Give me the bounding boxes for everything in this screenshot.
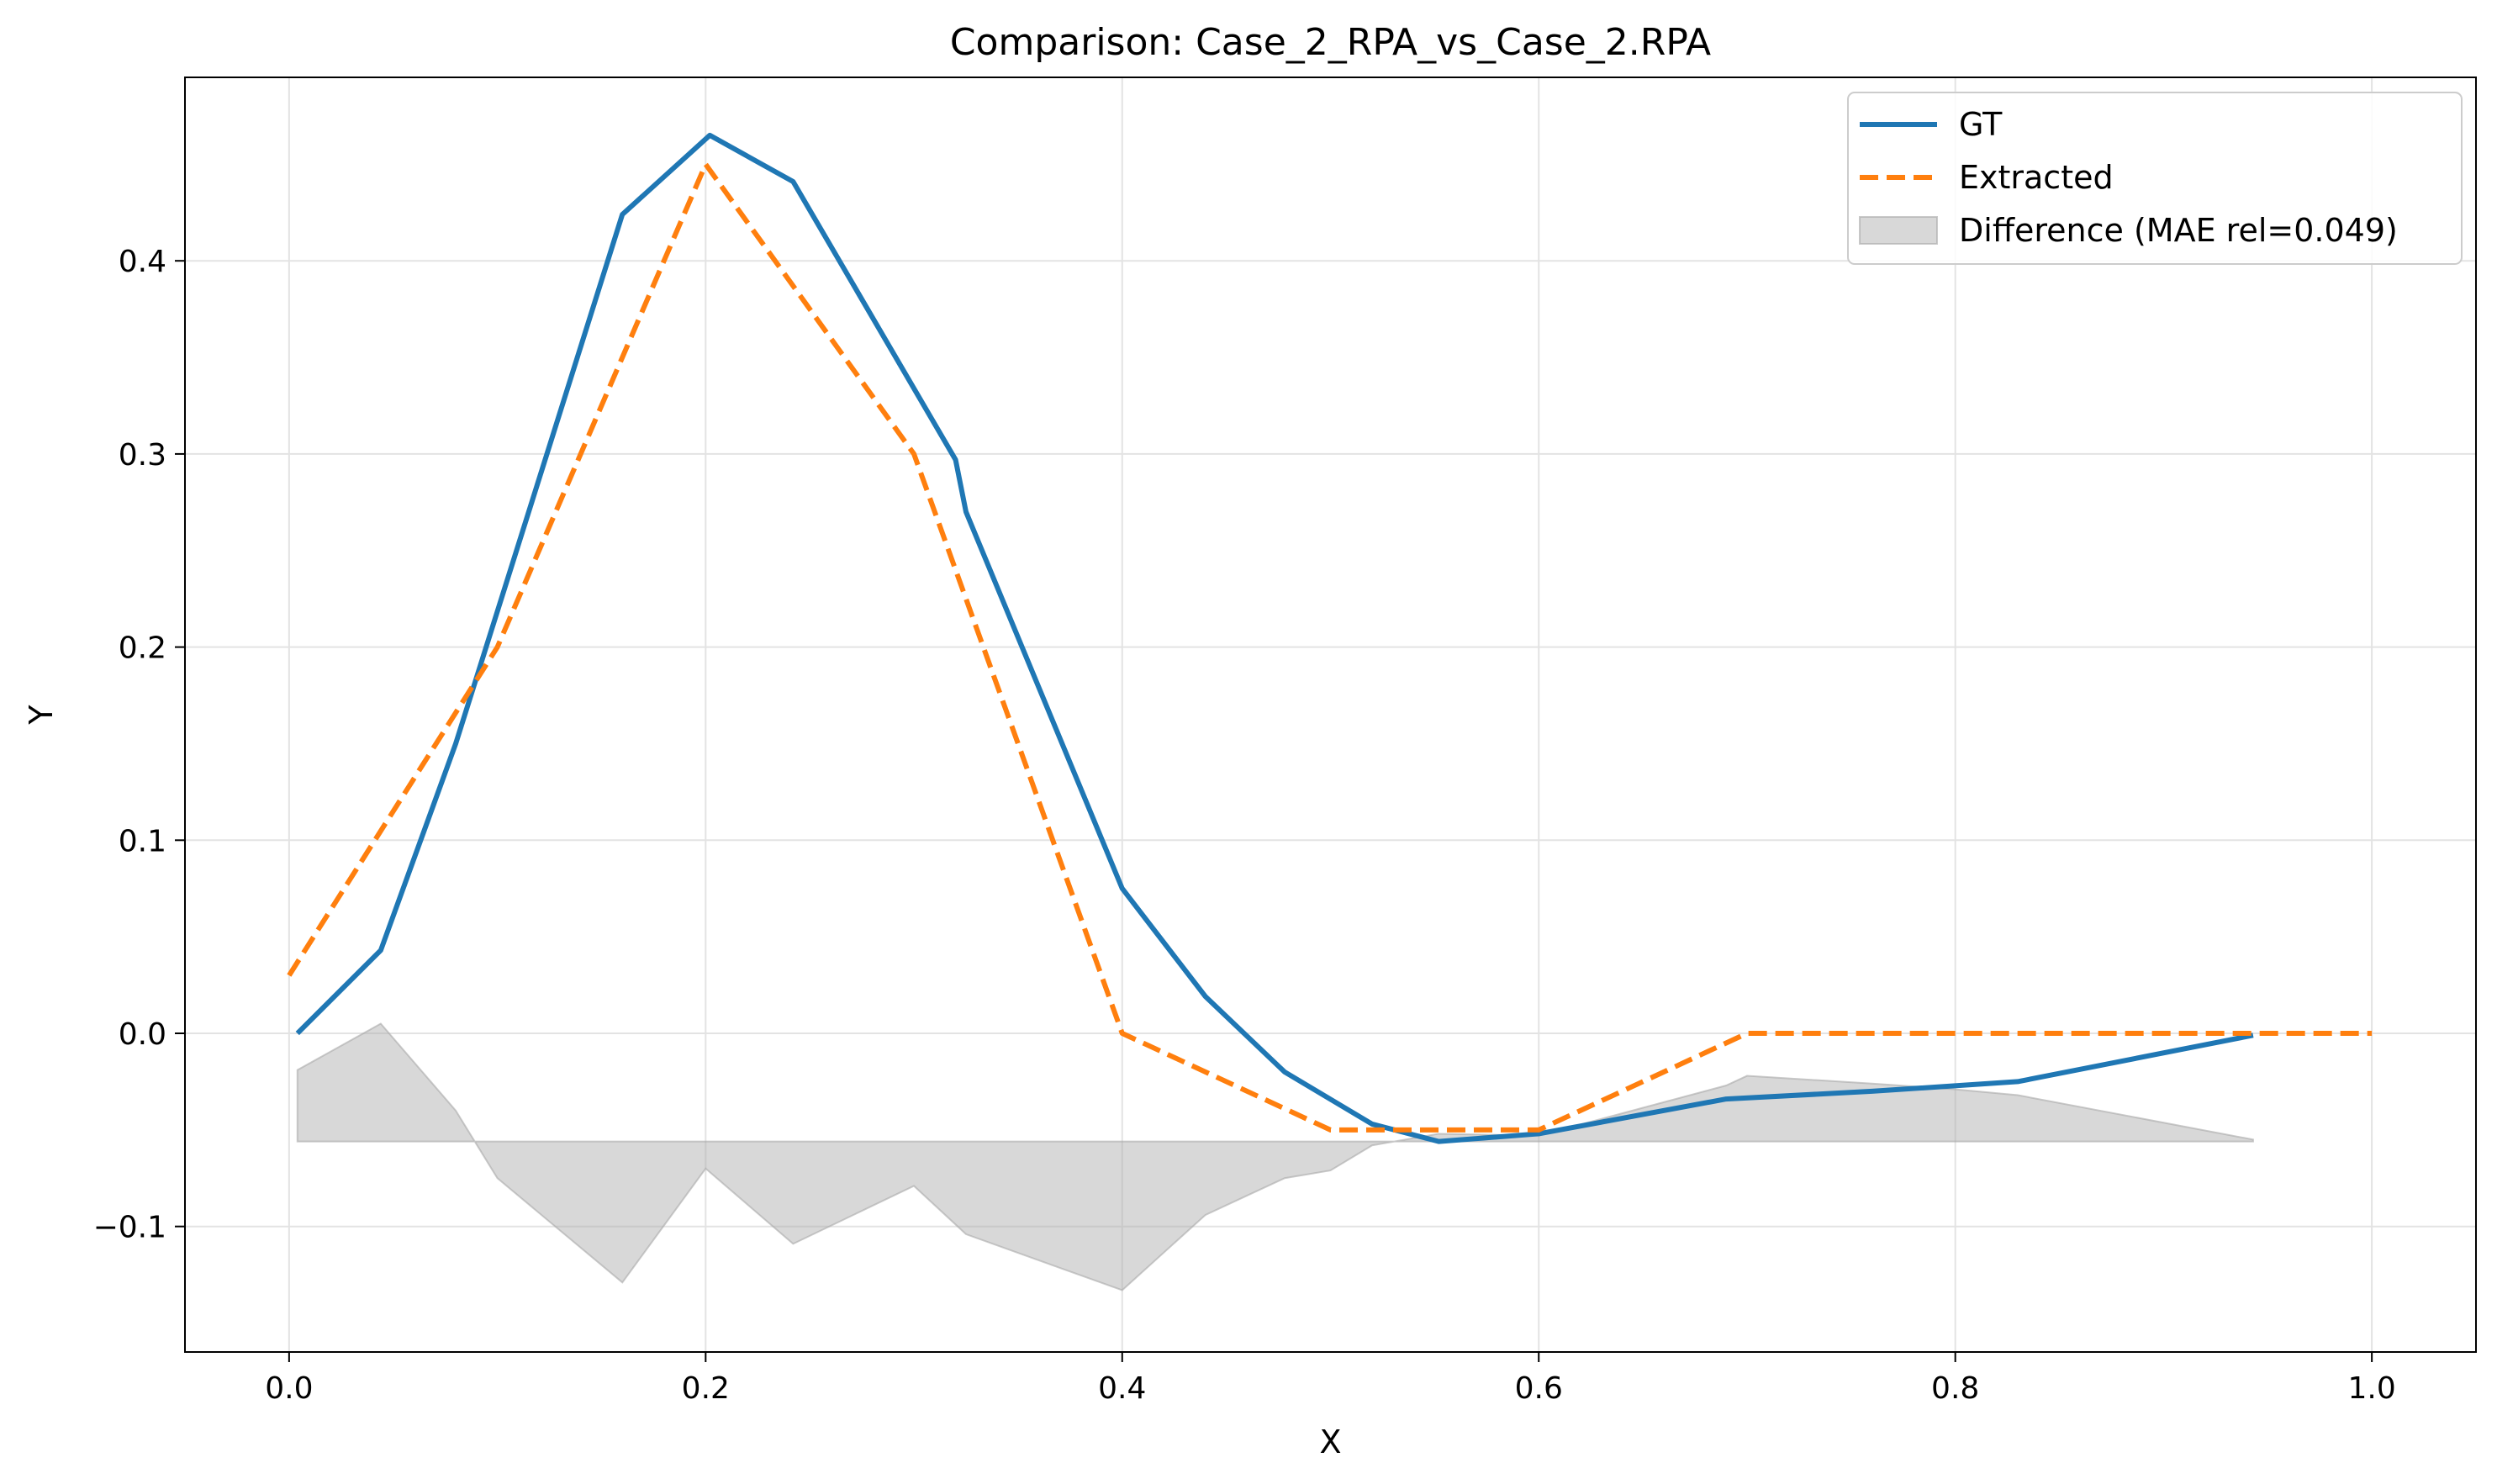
legend: GT Extracted Difference (MAE rel=0.049): [1847, 92, 2463, 265]
x-tick-label: 0.2: [682, 1371, 730, 1406]
y-axis-label: Y: [23, 705, 60, 726]
ticks: 0.0 0.2 0.4 0.6 0.8 1.0 −0.1 0.0 0.1 0.2 0.3 0.4: [93, 245, 2396, 1406]
x-tick-label: 0.4: [1098, 1371, 1146, 1406]
legend-label: Extracted: [1959, 159, 2114, 196]
legend-label: GT: [1959, 106, 2003, 143]
x-tick-label: 0.8: [1931, 1371, 1979, 1406]
x-tick-label: 0.6: [1515, 1371, 1563, 1406]
x-axis-label: X: [1319, 1423, 1341, 1460]
series-extracted-line: [287, 161, 2373, 1133]
series-difference-area: [296, 1022, 2254, 1291]
legend-swatch-difference: [1859, 216, 1938, 245]
y-tick-label: 0.3: [119, 438, 166, 473]
y-tick-label: −0.1: [93, 1211, 166, 1245]
chart-title: Comparison: Case_2_RPA_vs_Case_2.RPA: [950, 21, 1711, 64]
plot-area: [287, 132, 2373, 1291]
y-tick-label: 0.4: [119, 245, 166, 279]
y-tick-label: 0.2: [119, 631, 166, 666]
axes-frame: [184, 77, 2477, 1353]
y-tick-label: 0.0: [119, 1017, 166, 1052]
legend-box: [1847, 92, 2463, 265]
grid: [185, 77, 2476, 1352]
x-tick-label: 1.0: [2348, 1371, 2396, 1406]
x-tick-label: 0.0: [265, 1371, 313, 1406]
legend-label: Difference (MAE rel=0.049): [1959, 212, 2398, 249]
series-gt-line: [295, 132, 2254, 1144]
y-tick-label: 0.1: [119, 824, 166, 858]
